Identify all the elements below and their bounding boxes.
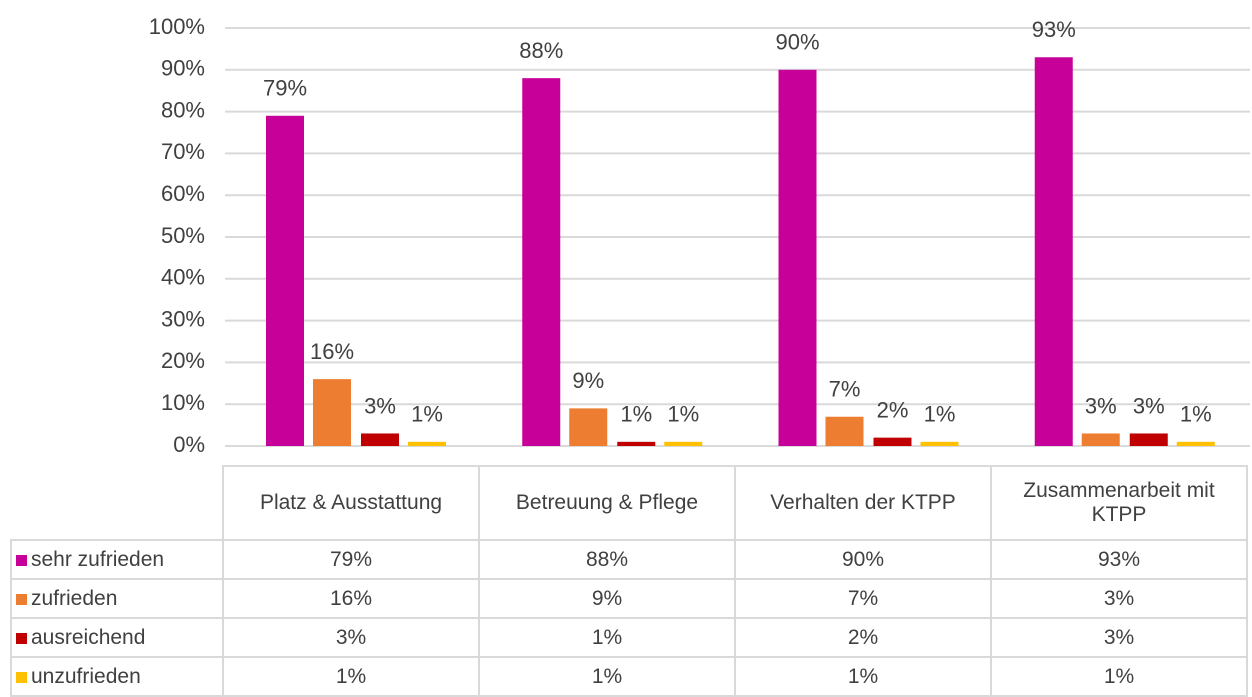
bar (825, 416, 864, 446)
legend-key (16, 632, 27, 644)
series-name-cell: unzufrieden (10, 656, 224, 697)
legend-label: sehr zufrieden (31, 547, 165, 571)
bar (1129, 433, 1168, 446)
y-tick-label: 80% (161, 97, 205, 122)
data-label: 3% (1085, 393, 1117, 418)
series-row: zufrieden 16% 9% 7% 3% (10, 578, 1248, 619)
category-label: Betreuung & Pflege (478, 465, 736, 541)
y-tick-label: 70% (161, 139, 205, 164)
table-value: 1% (990, 656, 1248, 697)
table-value: 1% (222, 656, 480, 697)
category-label: Platz & Ausstattung (222, 465, 480, 541)
chart: 0% 10% 20% 30% 40% 50% 60% 70% 80% 90% 100% 79% 88% 9… (149, 14, 1250, 457)
bar (617, 441, 656, 446)
series-row: unzufrieden 1% 1% 1% 1% (10, 656, 1248, 697)
bar (873, 437, 912, 446)
y-tick-label: 30% (161, 306, 205, 331)
series-row: ausreichend 3% 1% 2% 3% (10, 617, 1248, 658)
legend-label: zufrieden (31, 586, 118, 610)
data-label: 7% (829, 377, 861, 402)
y-tick-label: 90% (161, 56, 205, 81)
table-value: 16% (222, 578, 480, 619)
table-value: 2% (734, 617, 992, 658)
bar (778, 69, 817, 447)
category-label: Verhalten der KTPP (734, 465, 992, 541)
table-value: 1% (478, 617, 736, 658)
data-label: 1% (667, 402, 699, 427)
table-value: 9% (478, 578, 736, 619)
bar (1176, 441, 1215, 446)
legend-key (16, 554, 27, 566)
bar (664, 441, 703, 446)
y-tick-label: 60% (161, 181, 205, 206)
y-tick-label: 20% (161, 348, 205, 373)
series-name-cell: zufrieden (10, 578, 224, 619)
table-value: 90% (734, 539, 992, 580)
bar (408, 441, 446, 446)
data-label: 79% (263, 76, 307, 101)
y-tick-label: 10% (161, 390, 205, 415)
data-label: 3% (1133, 393, 1165, 418)
series-name-cell: sehr zufrieden (10, 539, 224, 580)
bar (361, 433, 399, 446)
data-label: 88% (519, 38, 563, 63)
y-tick-label: 40% (161, 265, 205, 290)
legend-label: unzufrieden (31, 664, 141, 688)
data-label: 1% (411, 402, 443, 427)
category-label: Zusammenarbeit mit KTPP (990, 465, 1248, 541)
table-value: 79% (222, 539, 480, 580)
data-label: 1% (620, 402, 652, 427)
series-row: sehr zufrieden 79% 88% 90% 93% (10, 539, 1248, 580)
legend-label: ausreichend (31, 625, 146, 649)
table-value: 88% (478, 539, 736, 580)
data-label: 1% (1180, 402, 1212, 427)
bar (569, 408, 608, 446)
y-tick-label: 50% (161, 223, 205, 248)
bar (920, 441, 959, 446)
bar (1034, 57, 1073, 446)
bar (313, 379, 351, 446)
legend-key (16, 671, 27, 683)
data-label: 1% (924, 402, 956, 427)
y-tick-label: 0% (173, 432, 205, 457)
data-label: 90% (775, 30, 819, 55)
bar (266, 115, 304, 446)
series-name-cell: ausreichend (10, 617, 224, 658)
data-label: 16% (310, 339, 354, 364)
table-value: 1% (734, 656, 992, 697)
data-label: 3% (364, 393, 396, 418)
data-label: 2% (877, 397, 909, 422)
data-table: Platz & Ausstattung Betreuung & Pflege Ver… (10, 465, 1248, 697)
header-row: Platz & Ausstattung Betreuung & Pflege Ver… (11, 465, 1248, 541)
legend-key (16, 593, 27, 605)
bar (1081, 433, 1120, 446)
bar (522, 78, 561, 446)
data-label: 9% (572, 368, 604, 393)
table-value: 3% (222, 617, 480, 658)
table-value: 7% (734, 578, 992, 619)
corner-cell (11, 466, 224, 541)
table-value: 93% (990, 539, 1248, 580)
table-value: 3% (990, 617, 1248, 658)
data-label: 93% (1032, 17, 1076, 42)
y-tick-label: 100% (149, 14, 205, 39)
table-value: 3% (990, 578, 1248, 619)
table-value: 1% (478, 656, 736, 697)
